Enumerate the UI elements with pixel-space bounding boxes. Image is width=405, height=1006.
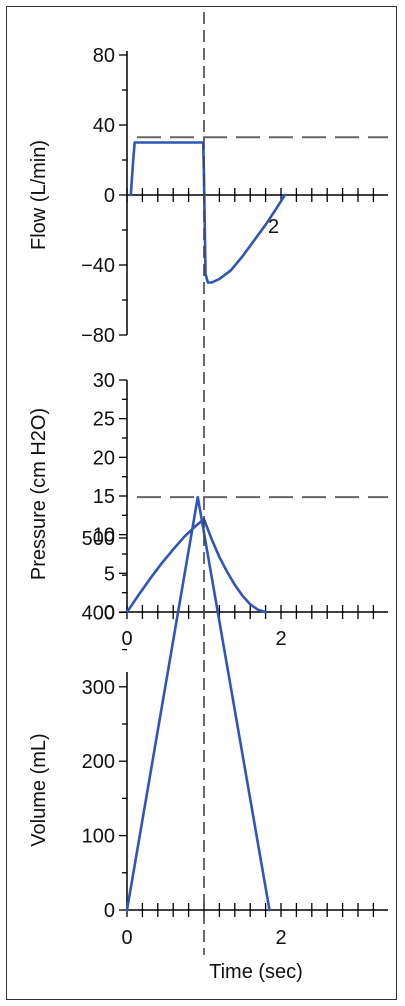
y-tick-label: 0	[104, 185, 115, 207]
x-tick-label: 0	[121, 628, 132, 650]
x-tick-label: 2	[275, 927, 286, 949]
y-axis-title: Flow (L/min)	[28, 140, 50, 250]
y-tick-label: 10	[93, 525, 115, 547]
y-tick-label: 500	[82, 528, 115, 550]
y-tick-label: 0	[104, 602, 115, 624]
y-tick-label: 0	[104, 900, 115, 922]
x-tick-label: 0	[121, 927, 132, 949]
y-tick-label: 25	[93, 409, 115, 431]
data-series-line	[125, 517, 267, 614]
y-tick-label: 20	[93, 447, 115, 469]
y-tick-label: −80	[81, 325, 115, 347]
y-tick-label: 30	[93, 370, 115, 392]
figure-frame	[6, 6, 397, 1000]
y-axis-title: Volume (mL)	[28, 733, 50, 846]
y-tick-label: 200	[82, 751, 115, 773]
y-axis-title: Pressure (cm H2O)	[28, 408, 50, 580]
flow-panel: 80 40 0 −40 −80 Flow (L/min) 2	[28, 45, 388, 347]
data-series-line	[129, 141, 287, 284]
y-tick-label: 15	[93, 486, 115, 508]
y-tick-label: 100	[82, 826, 115, 848]
y-tick-label: 80	[93, 45, 115, 67]
curve-annotation-label: 2	[268, 216, 279, 238]
y-tick-label: 300	[82, 677, 115, 699]
x-axis-title: Time (sec)	[209, 961, 303, 983]
y-tick-label: 400	[82, 602, 115, 624]
x-tick-label: 2	[275, 628, 286, 650]
y-tick-label: 40	[93, 115, 115, 137]
y-tick-label: 5	[104, 563, 115, 585]
data-series-line	[125, 495, 271, 912]
y-tick-label: −40	[81, 255, 115, 277]
